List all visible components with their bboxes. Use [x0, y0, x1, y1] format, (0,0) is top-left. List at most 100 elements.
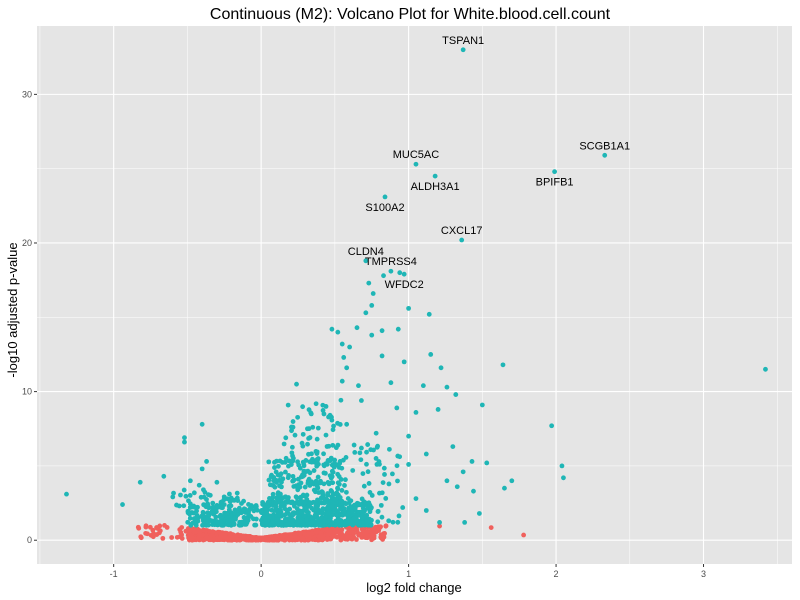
significant-point: [397, 270, 403, 276]
significant-point: [375, 509, 381, 514]
significant-point: [329, 480, 335, 485]
y-tick-label: 10: [22, 387, 32, 397]
significant-point: [339, 465, 345, 471]
significant-point: [375, 443, 380, 449]
significant-point: [363, 258, 369, 264]
gene-label: TMPRSS4: [365, 256, 417, 268]
significant-point: [388, 380, 394, 386]
non-significant-point: [354, 537, 359, 542]
significant-point: [313, 478, 319, 484]
significant-point: [401, 359, 407, 365]
significant-point: [335, 471, 341, 477]
gene-labels: TSPAN1 SCGB1A1 BPIFB1 MUC5AC ALDH3A1 S100A2 CX…: [348, 35, 630, 291]
significant-point: [380, 480, 386, 486]
significant-point: [325, 491, 331, 496]
significant-point: [373, 456, 379, 461]
significant-point: [289, 450, 295, 456]
non-significant-point: [183, 528, 189, 534]
gene-label: S100A2: [365, 202, 404, 214]
x-tick-label: 0: [259, 569, 264, 579]
significant-point: [174, 502, 179, 508]
significant-point: [361, 483, 367, 489]
gene-label: CXCL17: [441, 225, 483, 237]
significant-point: [320, 489, 325, 495]
significant-point: [406, 433, 411, 439]
minor-gridlines: [37, 26, 792, 564]
significant-point: [341, 355, 347, 360]
significant-point: [253, 505, 259, 511]
significant-point: [471, 488, 476, 494]
significant-point: [234, 490, 240, 496]
significant-point: [283, 435, 289, 441]
significant-point: [395, 519, 401, 525]
significant-point: [346, 511, 352, 516]
significant-point: [321, 451, 326, 457]
significant-point: [435, 407, 441, 412]
significant-point: [201, 502, 207, 508]
significant-point: [290, 473, 296, 479]
non-significant-point: [302, 531, 308, 537]
significant-point: [308, 411, 314, 417]
significant-point: [263, 521, 269, 527]
significant-point: [200, 522, 205, 528]
significant-point: [401, 271, 407, 277]
significant-point: [291, 455, 296, 461]
significant-point: [290, 478, 296, 484]
significant-point: [364, 461, 369, 467]
significant-point: [469, 459, 475, 464]
significant-point: [332, 522, 338, 528]
significant-point: [382, 472, 387, 477]
significant-point: [476, 511, 482, 516]
significant-point: [390, 471, 395, 477]
significant-point: [397, 454, 403, 460]
significant-point: [300, 431, 306, 437]
significant-point: [248, 505, 254, 511]
significant-point: [326, 501, 331, 507]
non-significant-point: [380, 532, 386, 538]
significant-point: [352, 450, 358, 455]
significant-point: [368, 447, 374, 453]
significant-point: [382, 194, 388, 200]
significant-point: [323, 432, 329, 438]
significant-point: [286, 473, 292, 478]
x-tick-label: 1: [406, 569, 411, 579]
significant-point: [330, 469, 336, 475]
x-tick-label: 3: [701, 569, 706, 579]
significant-point: [199, 466, 205, 472]
significant-point: [182, 435, 187, 441]
significant-point: [258, 509, 264, 514]
significant-point: [344, 421, 350, 427]
significant-point: [479, 402, 485, 408]
significant-point: [329, 503, 335, 509]
significant-point: [320, 408, 326, 413]
significant-point: [343, 454, 349, 460]
significant-point: [502, 485, 507, 491]
significant-point: [333, 497, 339, 502]
non-significant-point: [188, 533, 193, 538]
non-significant-point: [380, 537, 386, 542]
significant-point: [187, 515, 193, 521]
significant-point: [379, 514, 385, 520]
significant-point: [337, 495, 343, 500]
significant-point: [215, 519, 220, 525]
significant-point: [306, 451, 311, 457]
significant-point: [379, 353, 385, 359]
significant-point: [120, 502, 125, 507]
significant-point: [286, 458, 292, 464]
significant-point: [295, 476, 301, 482]
significant-point: [313, 401, 319, 407]
significant-point: [253, 516, 259, 522]
significant-point: [304, 492, 310, 498]
significant-point: [260, 501, 266, 507]
significant-point: [204, 459, 209, 464]
significant-point: [194, 512, 200, 518]
significant-point: [328, 488, 334, 493]
significant-point: [351, 442, 357, 448]
significant-point: [369, 303, 375, 308]
non-significant-point: [204, 535, 210, 541]
non-significant-point: [300, 535, 305, 541]
non-significant-point: [228, 531, 234, 537]
significant-point: [231, 521, 237, 527]
significant-point: [299, 440, 305, 446]
significant-point: [338, 518, 344, 523]
